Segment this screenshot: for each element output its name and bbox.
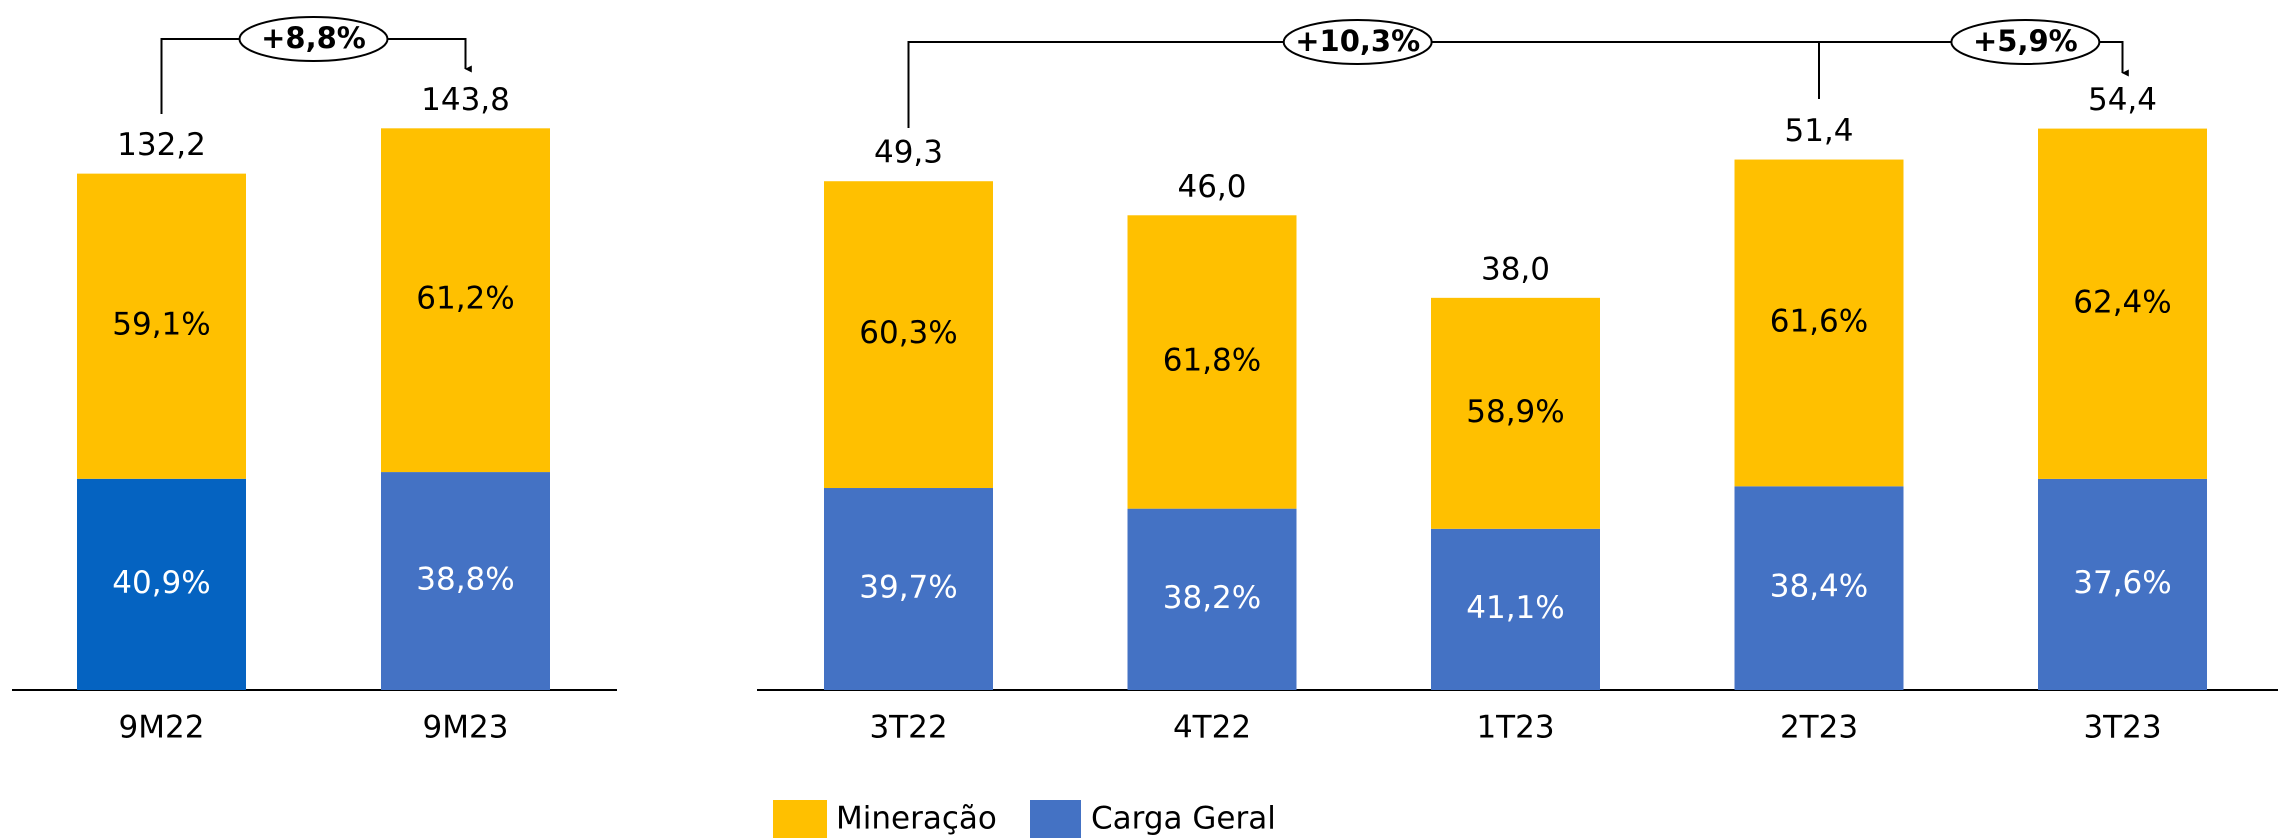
total-label: 51,4 [1784,113,1853,149]
legend-swatch [773,800,827,838]
bar-segment [2038,128,2207,479]
bar-segment [1734,486,1904,690]
bar-segment [381,128,550,473]
bar-segment [2038,478,2207,690]
x-tick-label: 1T23 [1476,710,1554,746]
annotation: +10,3% [1295,24,1420,58]
bar-segment [1127,215,1297,509]
annotation-bubble [238,16,389,62]
bar-segment [1431,297,1600,529]
legend-label: Carga Geral [1091,801,1276,837]
value-label: 38,8% [416,562,514,598]
annotation: +5,9% [1973,24,2078,58]
bar-segment [381,472,550,690]
total-label: 46,0 [1177,169,1246,205]
bracket [907,41,2129,128]
total-label: 143,8 [421,82,510,118]
value-label: 37,6% [2073,565,2171,601]
bar-segment [1127,508,1297,690]
legend-swatch [1030,800,1081,838]
legend-label: Mineração [836,801,997,837]
bar-segment [1431,528,1600,690]
x-tick-label: 2T23 [1780,710,1858,746]
annotation-bubble [1950,19,2101,65]
x-tick-label: 4T22 [1173,710,1251,746]
value-label: 38,2% [1163,580,1261,616]
annotation-bubble [1282,19,1433,65]
x-tick-label: 3T23 [2083,710,2161,746]
annotation: +8,8% [261,21,366,55]
value-label: 41,1% [1466,590,1564,626]
total-label: 38,0 [1481,251,1550,287]
value-label: 61,2% [416,281,514,317]
x-tick-label: 3T22 [869,710,947,746]
value-label: 58,9% [1466,394,1564,430]
x-tick-label: 9M23 [423,710,509,746]
value-label: 62,4% [2073,284,2171,320]
value-label: 61,8% [1163,342,1261,378]
value-label: 59,1% [112,307,210,343]
bar-segment [77,478,246,690]
bar-segment [824,181,993,489]
value-label: 38,4% [1770,569,1868,605]
x-tick-label: 9M22 [119,710,205,746]
value-label: 60,3% [859,315,957,351]
value-label: 39,7% [859,570,957,606]
bar-segment [1734,159,1904,487]
bar-segment [77,173,246,479]
total-label: 49,3 [874,135,943,171]
value-label: 61,6% [1770,303,1868,339]
total-label: 54,4 [2088,82,2157,118]
value-label: 40,9% [112,565,210,601]
bar-segment [824,488,993,690]
total-label: 132,2 [117,127,206,163]
